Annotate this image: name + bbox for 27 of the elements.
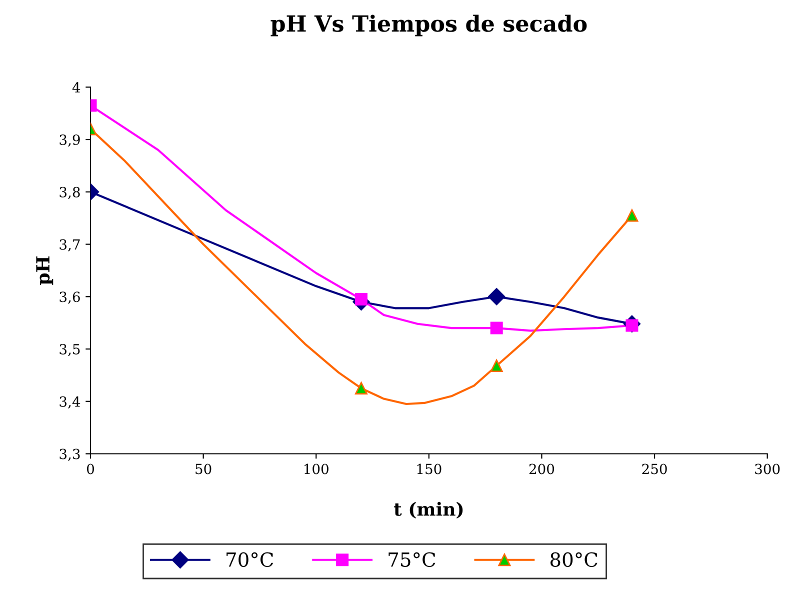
chart-title: pH Vs Tiempos de secado (270, 14, 587, 36)
x-tick-label: 50 (196, 464, 212, 474)
x-axis-title: t (min) (394, 502, 463, 518)
x-tick-label: 200 (529, 464, 554, 474)
y-tick-label: 3,3 (60, 448, 80, 461)
point (490, 322, 503, 334)
y-tick-label: 3,8 (60, 186, 80, 200)
y-tick-label: 3,9 (60, 134, 80, 147)
point (626, 209, 638, 222)
x-tick-label: 250 (642, 464, 667, 474)
y-tick-label: 3,5 (60, 344, 80, 356)
y-tick-label: 4 (72, 82, 80, 92)
x-tick-label: 100 (304, 464, 328, 474)
point (490, 360, 503, 372)
point (354, 293, 368, 306)
y-tick-label: 3,7 (60, 239, 80, 252)
legend-label: 70°C (226, 552, 274, 567)
legend-label: 75°C (388, 552, 436, 567)
x-tick-label: 150 (417, 464, 442, 474)
point (488, 288, 506, 306)
point (354, 382, 368, 395)
y-tick-label: 3,6 (60, 292, 80, 304)
legend-label: 80°C (550, 552, 598, 567)
y-tick-label: 3,4 (60, 396, 80, 409)
x-tick-label: 0 (87, 464, 94, 474)
y-axis-title: pH (36, 256, 54, 285)
x-tick-label: 300 (755, 464, 780, 474)
